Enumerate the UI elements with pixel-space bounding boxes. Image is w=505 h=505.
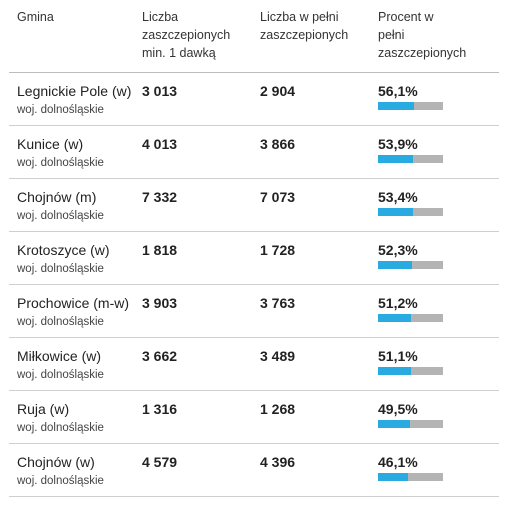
percent-bar	[378, 420, 443, 428]
dose1-count: 3 903	[142, 295, 178, 311]
full-count: 3 763	[260, 295, 296, 311]
table-row: Miłkowice (w) woj. dolnośląskie 3 662 3 …	[9, 338, 499, 391]
region-label: woj. dolnośląskie	[17, 422, 104, 434]
table-row: Kunice (w) woj. dolnośląskie 4 013 3 866…	[9, 126, 499, 179]
percent-bar	[378, 261, 443, 269]
table-row: Legnickie Pole (w) woj. dolnośląskie 3 0…	[9, 73, 499, 126]
column-header-full[interactable]: Liczba w pełni zaszczepionych	[260, 8, 370, 44]
percent-bar-fill	[378, 314, 412, 322]
gmina-name: Ruja (w)	[17, 401, 70, 417]
dose1-count: 4 013	[142, 136, 178, 152]
percent-bar	[378, 102, 443, 110]
gmina-name: Chojnów (m)	[17, 189, 97, 205]
percent-bar	[378, 473, 443, 481]
percent-bar-fill	[378, 208, 413, 216]
gmina-name: Chojnów (w)	[17, 454, 95, 470]
dose1-count: 3 662	[142, 348, 178, 364]
percent-bar-fill	[378, 367, 412, 375]
table-header: Gmina Liczba zaszczepionych min. 1 dawką…	[9, 0, 499, 73]
region-label: woj. dolnośląskie	[17, 475, 104, 487]
percent-label: 51,2%	[378, 295, 418, 311]
region-label: woj. dolnośląskie	[17, 104, 104, 116]
gmina-name: Krotoszyce (w)	[17, 242, 110, 258]
dose1-count: 7 332	[142, 189, 178, 205]
table-row: Krotoszyce (w) woj. dolnośląskie 1 818 1…	[9, 232, 499, 285]
column-header-dose1[interactable]: Liczba zaszczepionych min. 1 dawką	[142, 8, 252, 62]
column-header-dose1-line2: zaszczepionych	[142, 28, 231, 42]
column-header-full-line1: Liczba w pełni	[260, 10, 339, 24]
column-header-gmina[interactable]: Gmina	[17, 8, 137, 26]
column-header-percent-line1: Procent w	[378, 10, 434, 24]
full-count: 2 904	[260, 83, 296, 99]
dose1-count: 4 579	[142, 454, 178, 470]
full-count: 1 268	[260, 401, 296, 417]
full-count: 4 396	[260, 454, 296, 470]
column-header-percent-line3: zaszczepionych	[378, 46, 467, 60]
percent-bar-fill	[378, 420, 411, 428]
percent-bar	[378, 208, 443, 216]
full-count: 3 866	[260, 136, 296, 152]
percent-bar	[378, 314, 443, 322]
percent-bar-fill	[378, 155, 414, 163]
region-label: woj. dolnośląskie	[17, 157, 104, 169]
full-count: 1 728	[260, 242, 296, 258]
gmina-name: Prochowice (m-w)	[17, 295, 130, 311]
region-label: woj. dolnośląskie	[17, 210, 104, 222]
full-count: 7 073	[260, 189, 296, 205]
gmina-name: Kunice (w)	[17, 136, 84, 152]
column-header-gmina-label: Gmina	[17, 10, 54, 24]
full-count: 3 489	[260, 348, 296, 364]
percent-label: 53,9%	[378, 136, 418, 152]
column-header-percent-line2: pełni	[378, 28, 405, 42]
percent-bar	[378, 367, 443, 375]
region-label: woj. dolnośląskie	[17, 369, 104, 381]
gmina-name: Miłkowice (w)	[17, 348, 101, 364]
table-row: Chojnów (m) woj. dolnośląskie 7 332 7 07…	[9, 179, 499, 232]
region-label: woj. dolnośląskie	[17, 263, 104, 275]
column-header-dose1-line3: min. 1 dawką	[142, 46, 216, 60]
dose1-count: 3 013	[142, 83, 178, 99]
gmina-name: Legnickie Pole (w)	[17, 83, 132, 99]
percent-label: 49,5%	[378, 401, 418, 417]
percent-bar-fill	[378, 473, 408, 481]
percent-bar-fill	[378, 261, 412, 269]
table-row: Prochowice (m-w) woj. dolnośląskie 3 903…	[9, 285, 499, 338]
dose1-count: 1 316	[142, 401, 178, 417]
column-header-full-line2: zaszczepionych	[260, 28, 349, 42]
vaccination-table: Gmina Liczba zaszczepionych min. 1 dawką…	[9, 0, 499, 497]
percent-label: 53,4%	[378, 189, 418, 205]
percent-label: 46,1%	[378, 454, 418, 470]
column-header-dose1-line1: Liczba	[142, 10, 179, 24]
percent-label: 56,1%	[378, 83, 418, 99]
table-row: Ruja (w) woj. dolnośląskie 1 316 1 268 4…	[9, 391, 499, 444]
region-label: woj. dolnośląskie	[17, 316, 104, 328]
dose1-count: 1 818	[142, 242, 178, 258]
percent-label: 51,1%	[378, 348, 418, 364]
percent-bar	[378, 155, 443, 163]
column-header-percent[interactable]: Procent w pełni zaszczepionych	[378, 8, 488, 62]
table-body: Legnickie Pole (w) woj. dolnośląskie 3 0…	[9, 73, 499, 497]
percent-label: 52,3%	[378, 242, 418, 258]
percent-bar-fill	[378, 102, 415, 110]
table-row: Chojnów (w) woj. dolnośląskie 4 579 4 39…	[9, 444, 499, 497]
